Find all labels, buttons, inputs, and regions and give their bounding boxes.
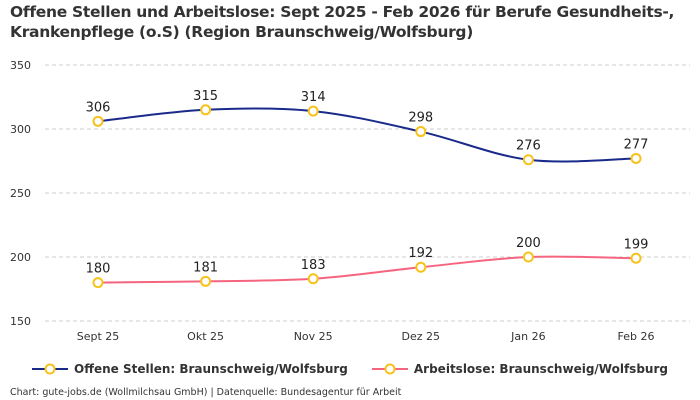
legend-item[interactable]: Arbeitslose: Braunschweig/Wolfsburg: [371, 362, 668, 376]
y-tick-label: 150: [10, 315, 31, 328]
data-point: [200, 104, 212, 116]
legend-swatch-icon: [371, 363, 408, 375]
data-label: 181: [193, 260, 218, 275]
data-label: 315: [193, 89, 218, 104]
data-label: 298: [408, 111, 433, 126]
data-label: 192: [408, 246, 433, 261]
data-point: [522, 251, 534, 263]
data-label: 180: [86, 262, 111, 277]
legend-label: Offene Stellen: Braunschweig/Wolfsburg: [74, 362, 348, 376]
data-point: [630, 152, 642, 164]
data-point: [630, 252, 642, 264]
x-tick-label: Okt 25: [187, 330, 224, 343]
data-label: 200: [516, 236, 541, 251]
y-tick-label: 250: [10, 187, 31, 200]
data-point: [307, 105, 319, 117]
x-tick-label: Sept 25: [77, 330, 120, 343]
data-label: 314: [301, 90, 326, 105]
data-label: 183: [301, 258, 326, 273]
legend-label: Arbeitslose: Braunschweig/Wolfsburg: [413, 362, 668, 376]
data-point: [200, 275, 212, 287]
legend: Offene Stellen: Braunschweig/Wolfsburg A…: [0, 362, 700, 376]
data-label: 277: [624, 137, 649, 152]
y-tick-label: 200: [10, 251, 31, 264]
x-tick-label: Feb 26: [618, 330, 655, 343]
x-tick-label: Jan 26: [510, 330, 545, 343]
data-label: 199: [624, 237, 649, 252]
series-line: [97, 255, 637, 284]
y-tick-label: 350: [10, 59, 31, 72]
data-point: [415, 261, 427, 273]
x-tick-label: Nov 25: [294, 330, 333, 343]
legend-swatch-icon: [32, 363, 69, 375]
data-point: [522, 154, 534, 166]
data-label: 306: [86, 100, 111, 115]
series-line: [97, 107, 637, 163]
legend-item[interactable]: Offene Stellen: Braunschweig/Wolfsburg: [32, 362, 348, 376]
data-point: [92, 115, 104, 127]
y-tick-label: 300: [10, 123, 31, 136]
footer-credit: Chart: gute-jobs.de (Wollmilchsau GmbH) …: [10, 387, 402, 398]
data-point: [92, 277, 104, 289]
data-point: [307, 273, 319, 285]
chart-title: Offene Stellen und Arbeitslose: Sept 202…: [10, 3, 675, 41]
data-label: 276: [516, 139, 541, 154]
x-tick-label: Dez 25: [402, 330, 441, 343]
line-chart: 150 200 250 300 350 Sept 25 Okt 25 Nov 25 Dez 25…: [10, 59, 690, 343]
data-point: [415, 126, 427, 138]
